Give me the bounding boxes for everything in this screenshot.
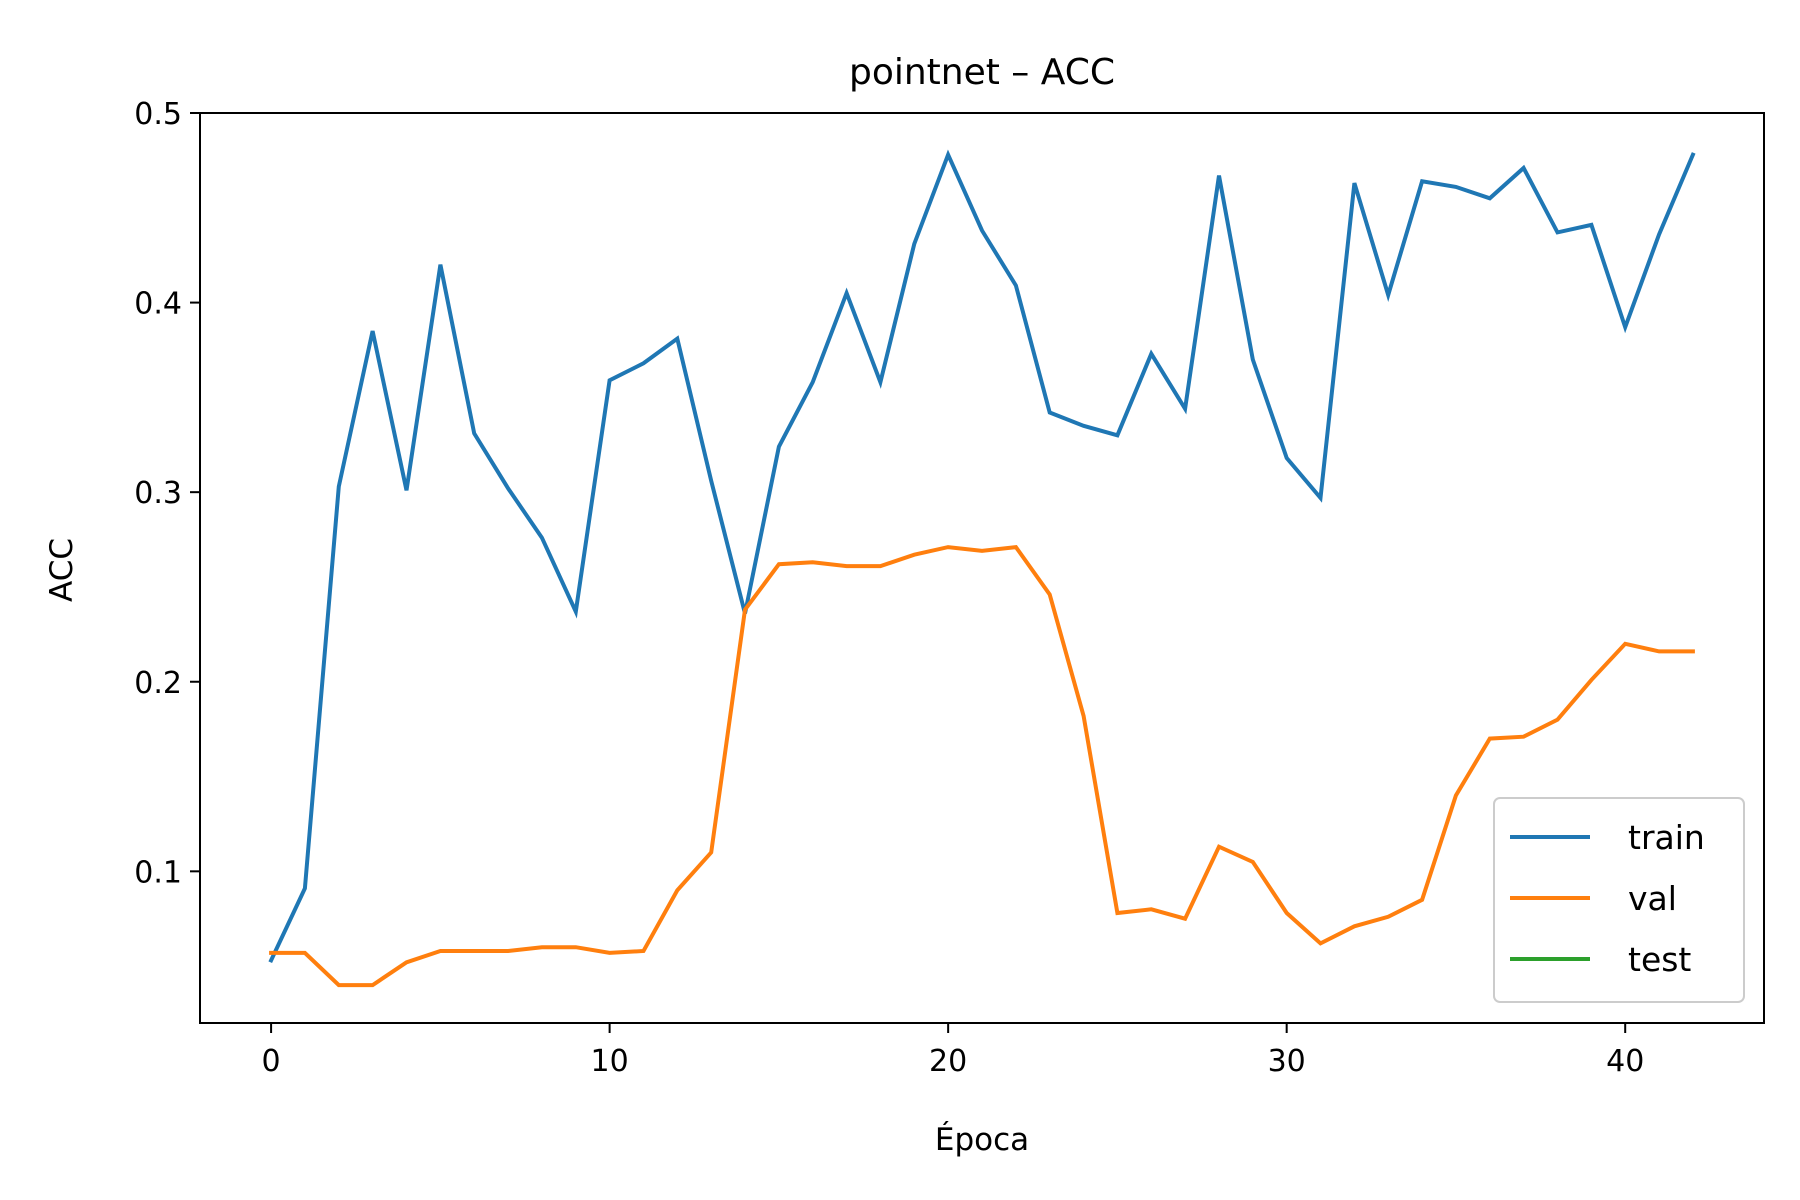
x-tick-label: 0 — [262, 1044, 281, 1079]
series-lines — [268, 149, 1696, 988]
chart-title: pointnet – ACC — [849, 52, 1115, 93]
series-line-val — [269, 544, 1695, 988]
x-axis: 0 10 20 30 40 — [262, 1023, 1644, 1079]
x-tick-label: 40 — [1606, 1044, 1644, 1079]
y-tick-label: 0.4 — [134, 287, 182, 322]
x-tick-label: 10 — [591, 1044, 629, 1079]
x-axis-title: Época — [935, 1122, 1029, 1158]
y-axis: 0.1 0.2 0.3 0.4 0.5 — [134, 97, 200, 890]
y-tick-label: 0.5 — [134, 97, 182, 132]
y-tick-label: 0.2 — [134, 666, 182, 701]
x-tick-label: 20 — [929, 1044, 967, 1079]
plot-frame — [199, 112, 1765, 1024]
legend-box — [1493, 797, 1745, 1003]
legend-label-test: test — [1628, 940, 1691, 979]
legend-label-train: train — [1628, 818, 1705, 857]
legend: train val test — [1493, 797, 1745, 1003]
legend-label-val: val — [1628, 879, 1677, 918]
y-tick-label: 0.3 — [134, 476, 182, 511]
y-tick-label: 0.1 — [134, 855, 182, 890]
series-line-train — [268, 149, 1696, 964]
y-axis-title: ACC — [44, 538, 80, 602]
x-tick-label: 30 — [1268, 1044, 1306, 1079]
